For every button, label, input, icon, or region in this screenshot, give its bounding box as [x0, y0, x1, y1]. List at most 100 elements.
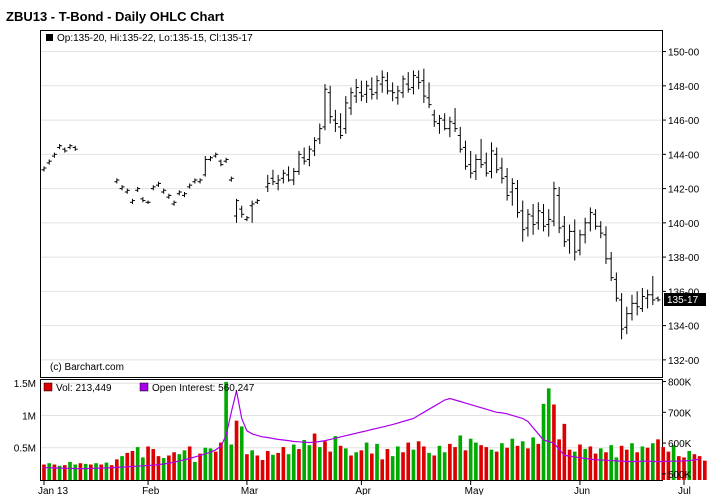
volume-bar [141, 457, 145, 480]
ohlc-bar [338, 113, 344, 139]
oi-tick-label: 700K [668, 408, 692, 419]
date-axis: Jan 13 Feb Mar Apr May Jun Jul [38, 480, 691, 495]
ohlc-bar [468, 150, 474, 179]
ohlc-bar [161, 188, 167, 194]
price-tick-label: 144-00 [668, 150, 700, 161]
volume-bar [531, 437, 535, 480]
volume-bar [312, 433, 317, 480]
volume-bar [213, 451, 218, 480]
ohlc-bar [265, 174, 271, 193]
volume-bar [291, 444, 296, 480]
date-tick-label: Apr [355, 486, 371, 495]
volume-tick-label: 0.5M [14, 444, 36, 455]
ohlc-bar [577, 229, 583, 256]
ohlc-bar [509, 178, 515, 206]
ohlc-bar [546, 209, 552, 237]
ohlc-bar [541, 204, 547, 232]
volume-bar [302, 440, 306, 480]
volume-bar [692, 454, 697, 480]
ohlc-bar [395, 85, 401, 105]
volume-bar [609, 445, 613, 480]
volume-bar [286, 454, 291, 480]
price-tick-label: 136-00 [668, 287, 700, 298]
ohlc-bar [462, 140, 468, 170]
volume-bar [422, 446, 426, 480]
date-tick-label: Feb [142, 486, 160, 495]
price-tick-label: 150-00 [668, 48, 700, 59]
oi-tick-label: 500K [668, 470, 692, 481]
volume-bar [78, 463, 83, 480]
volume-bar [500, 443, 504, 480]
volume-bar [583, 449, 587, 480]
ohlc-bar [228, 176, 234, 182]
credit-text: (c) Barchart.com [50, 362, 124, 373]
ohlc-bar [655, 296, 661, 302]
volume-bar [463, 450, 468, 480]
ohlc-bar [525, 209, 531, 237]
ohlc-bar [296, 150, 302, 175]
price-tick-label: 142-00 [668, 185, 700, 196]
volume-bar [552, 404, 556, 480]
ohlc-bar [447, 116, 453, 138]
volume-bar [489, 449, 494, 480]
volume-bar [479, 445, 483, 480]
ohlc-readout: Op:135-20, Hi:135-22, Lo:135-15, Cl:135-… [57, 33, 253, 44]
ohlc-bar [327, 85, 333, 124]
price-tick-label: 146-00 [668, 116, 700, 127]
ohlc-bar [234, 198, 240, 223]
volume-bar [416, 441, 421, 480]
ohlc-bar [166, 193, 172, 199]
volume-bar [676, 456, 681, 480]
ohlc-bar [129, 198, 135, 204]
ohlc-bar [114, 178, 120, 184]
volume-bar [604, 452, 608, 480]
volume-bar [505, 447, 509, 480]
volume-bar [458, 435, 463, 480]
ohlc-bar [598, 221, 604, 239]
ohlc-bar [348, 87, 354, 115]
ohlc-bar [572, 219, 578, 261]
volume-bar [437, 445, 442, 480]
ohlc-bar [254, 198, 260, 204]
volume-bar [146, 446, 150, 480]
price-axis: 132-00 134-00 136-00 138-00 140-00 142-00 144-… [662, 48, 700, 367]
volume-bar [375, 443, 379, 480]
volume-bar [120, 456, 124, 480]
ohlc-bar [374, 75, 380, 100]
volume-bar [255, 455, 260, 480]
ohlc-bar [135, 186, 141, 193]
ohlc-bar [301, 147, 307, 165]
volume-bar [182, 450, 187, 480]
open-interest-axis: 500K 600K 700K 800K [662, 378, 692, 481]
volume-bar [703, 460, 707, 480]
ohlc-bar [400, 75, 406, 98]
oi-tick-label: 800K [668, 378, 692, 389]
ohlc-bar [291, 168, 297, 186]
volume-bar [385, 449, 390, 480]
volume-bar [671, 445, 676, 480]
ohlc-bar [535, 202, 541, 230]
ohlc-bar [431, 109, 437, 127]
volume-bar [349, 455, 353, 480]
ohlc-bar [286, 166, 292, 182]
ohlc-bar [353, 78, 359, 103]
volume-bar [364, 442, 369, 480]
ohlc-bar [436, 114, 442, 134]
ohlc-bar [124, 188, 130, 194]
volume-bar [588, 446, 593, 480]
volume-bar [276, 452, 280, 480]
volume-bar [624, 449, 629, 480]
volume-bar [229, 444, 234, 480]
volume-bar [661, 447, 666, 480]
date-tick-label: May [465, 486, 484, 495]
ohlc-bar [155, 181, 161, 187]
volume-bar [239, 426, 244, 480]
volume-bar [697, 456, 702, 480]
volume-bar [515, 445, 520, 480]
price-tick-label: 132-00 [668, 356, 700, 367]
volume-bar [687, 450, 692, 480]
volume-bar [219, 442, 223, 480]
ohlc-bar [244, 215, 250, 222]
volume-bar [109, 465, 114, 480]
ohlc-bar [593, 209, 599, 230]
